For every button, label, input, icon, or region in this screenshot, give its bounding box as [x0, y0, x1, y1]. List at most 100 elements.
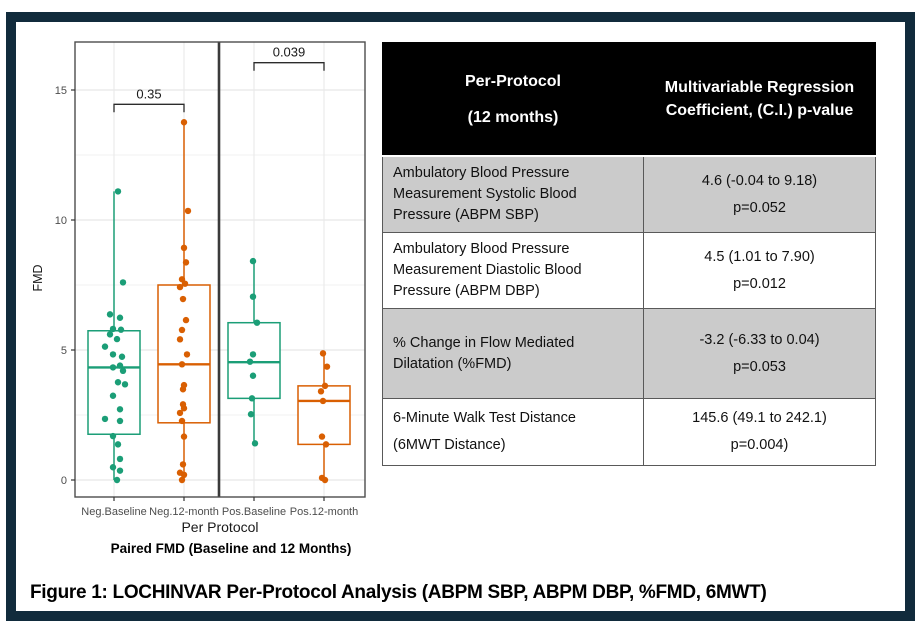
jitter-point	[246, 358, 254, 365]
significance-pvalue-label: 0.039	[273, 45, 306, 60]
jitter-point	[114, 379, 122, 386]
jitter-point	[109, 392, 117, 399]
jitter-point	[116, 406, 124, 413]
x-tick-label: Neg.Baseline	[81, 506, 146, 518]
jitter-point	[176, 409, 184, 417]
jitter-point	[101, 343, 109, 350]
jitter-point	[251, 440, 259, 447]
jitter-point	[116, 417, 124, 425]
jitter-point	[117, 326, 125, 333]
jitter-point	[322, 441, 330, 448]
jitter-point	[114, 188, 122, 195]
jitter-point	[249, 257, 257, 265]
pvalue-text: p=0.012	[733, 275, 786, 292]
x-tick-label: Pos.Baseline	[222, 506, 286, 518]
jitter-point	[106, 311, 114, 318]
regression-table-body: Ambulatory Blood Pressure Measurement Sy…	[382, 155, 876, 466]
jitter-point	[121, 381, 129, 388]
pvalue-text: p=0.004)	[730, 437, 789, 453]
outcome-label-cell: % Change in Flow Mediated Dilatation (%F…	[382, 308, 644, 399]
coefficient-cell: 4.6 (-0.04 to 9.18) p=0.052	[643, 155, 876, 233]
outcome-label-cell: Ambulatory Blood Pressure Measurement Sy…	[382, 155, 644, 233]
significance-pvalue-label: 0.35	[136, 86, 161, 101]
jitter-point	[178, 326, 186, 334]
jitter-point	[319, 397, 327, 405]
jitter-point	[180, 433, 188, 440]
x-tick-label: Neg.12-month	[149, 506, 219, 518]
estimate-text: 4.6 (-0.04 to 9.18)	[701, 172, 818, 189]
jitter-point	[318, 433, 326, 440]
outcome-label-cell: 6-Minute Walk Test Distance (6MWT Distan…	[382, 398, 644, 466]
y-tick-label: 15	[55, 85, 67, 97]
pvalue-text: p=0.053	[733, 358, 786, 375]
table-row: Ambulatory Blood Pressure Measurement Sy…	[382, 155, 876, 233]
jitter-point	[253, 319, 261, 326]
coefficient-cell: 4.5 (1.01 to 7.90) p=0.012	[643, 232, 876, 309]
jitter-point	[180, 244, 188, 252]
jitter-point	[109, 364, 117, 371]
jitter-point	[176, 336, 184, 343]
jitter-point	[183, 351, 191, 358]
box	[227, 321, 281, 400]
jitter-point	[116, 314, 124, 321]
jitter-point	[119, 367, 127, 374]
jitter-point	[179, 295, 187, 303]
jitter-point	[101, 415, 109, 423]
jitter-point	[184, 207, 192, 215]
jitter-point	[113, 335, 121, 343]
panel-border	[74, 41, 366, 498]
jitter-point	[321, 382, 329, 390]
y-axis-title: FMD	[31, 264, 45, 291]
jitter-point	[116, 362, 124, 369]
jitter-point	[248, 395, 256, 402]
header-per-protocol-line2: (12 months)	[467, 108, 559, 126]
significance-bracket	[113, 103, 185, 113]
jitter-point	[249, 293, 257, 300]
jitter-point	[119, 279, 127, 286]
jitter-point	[109, 464, 117, 471]
jitter-point	[113, 476, 121, 484]
jitter-point	[176, 283, 184, 291]
jitter-point	[323, 363, 331, 370]
jitter-point	[114, 441, 122, 448]
estimate-text: 145.6 (49.1 to 242.1)	[692, 410, 827, 426]
regression-table: Per-Protocol (12 months) Multivariable R…	[382, 42, 876, 466]
coefficient-cell: -3.2 (-6.33 to 0.04) p=0.053	[643, 308, 876, 399]
jitter-point	[249, 372, 257, 379]
jitter-point	[109, 325, 117, 333]
jitter-point	[249, 351, 257, 358]
x-axis-title: Per Protocol	[181, 519, 258, 535]
y-tick-label: 5	[61, 345, 67, 357]
fmd-boxplot: 0.35 0.039 0 5 10 15 Neg.Baseline Neg.12-month P…	[14, 20, 384, 568]
jitter-point	[180, 471, 188, 478]
jitter-point	[247, 411, 255, 418]
coefficient-cell: 145.6 (49.1 to 242.1) p=0.004)	[643, 398, 876, 466]
box	[87, 330, 141, 435]
figure-caption: Figure 1: LOCHINVAR Per-Protocol Analysi…	[30, 582, 767, 603]
jitter-point	[179, 386, 187, 393]
jitter-point	[180, 405, 188, 412]
table-header-coefficient: Multivariable Regression Coefficient, (C…	[643, 42, 876, 157]
jitter-point	[182, 259, 190, 266]
box-group-Pos.12-month	[297, 350, 351, 484]
plot-caption: Paired FMD (Baseline and 12 Months)	[111, 541, 352, 556]
header-coefficient-text: Multivariable Regression Coefficient, (C…	[664, 79, 855, 119]
table-header-row: Per-Protocol (12 months) Multivariable R…	[382, 42, 876, 157]
jitter-point	[179, 461, 187, 468]
table-row: Ambulatory Blood Pressure Measurement Di…	[382, 232, 876, 309]
table-row: % Change in Flow Mediated Dilatation (%F…	[382, 308, 876, 399]
estimate-text: 4.5 (1.01 to 7.90)	[704, 248, 815, 265]
jitter-point	[180, 119, 188, 126]
estimate-text: -3.2 (-6.33 to 0.04)	[699, 331, 820, 348]
jitter-point	[319, 350, 327, 357]
pvalue-text: p=0.052	[733, 199, 786, 216]
box-group-Neg.Baseline	[87, 188, 141, 484]
y-tick-label: 10	[55, 215, 67, 227]
jitter-point	[181, 280, 189, 287]
x-tick-label: Pos.12-month	[290, 506, 358, 518]
significance-bracket	[253, 62, 325, 71]
jitter-point	[116, 455, 124, 463]
table-header-per-protocol: Per-Protocol (12 months)	[382, 42, 644, 157]
